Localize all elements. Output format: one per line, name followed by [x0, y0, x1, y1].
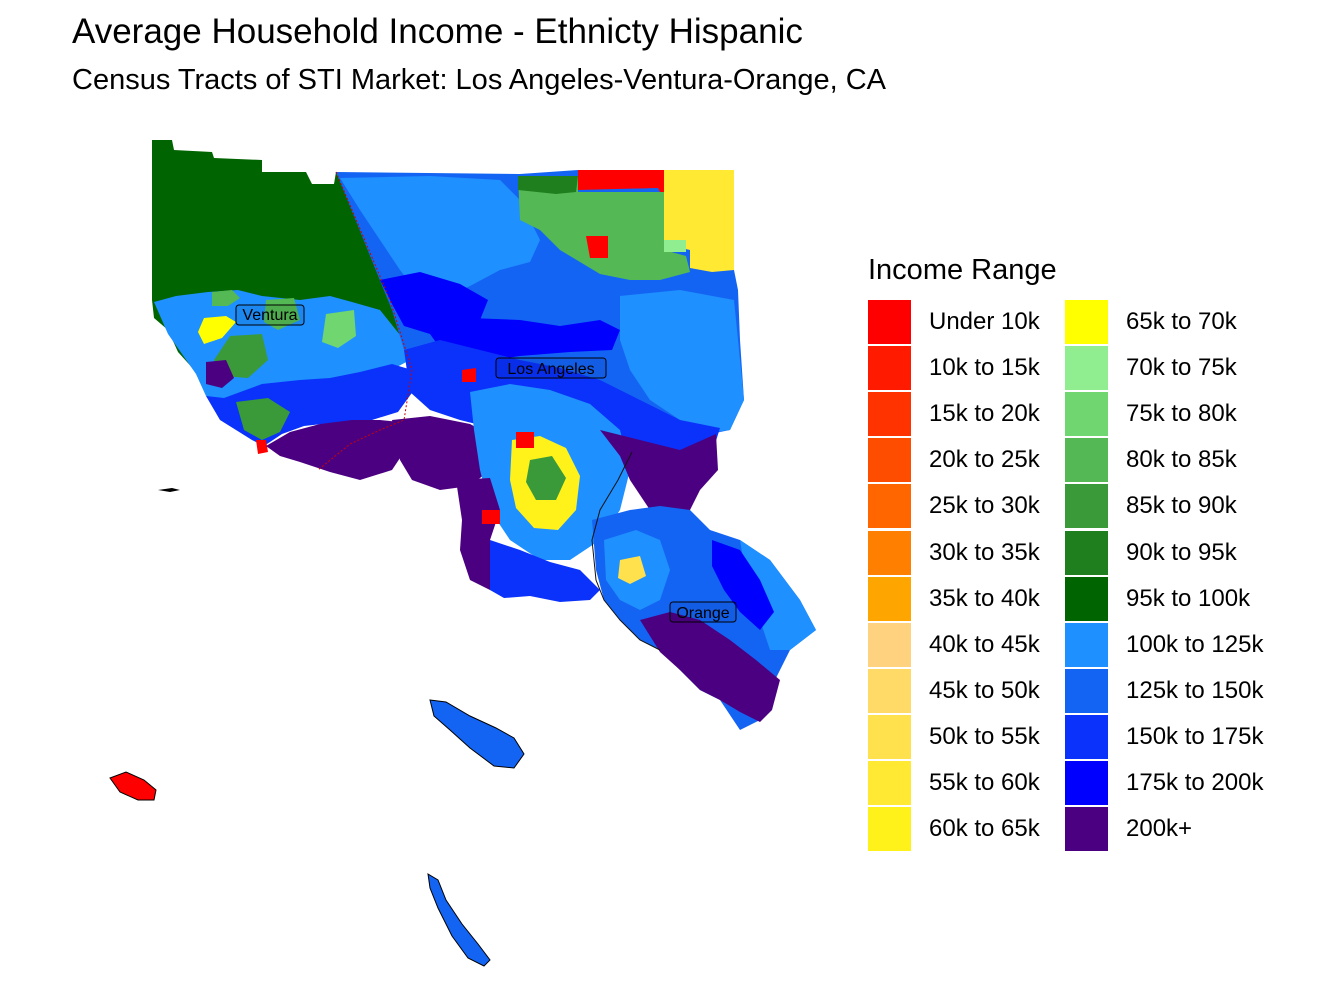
legend-label: 175k to 200k [1126, 769, 1264, 796]
legend-swatch [868, 346, 911, 391]
legend-label: 200k+ [1126, 815, 1193, 843]
legend-swatch [868, 530, 911, 575]
legend-title: Income Range [868, 254, 1057, 286]
county-label-ventura-text: Ventura [242, 307, 297, 324]
legend-label: 15k to 20k [929, 400, 1040, 428]
legend-swatch [1065, 392, 1108, 437]
legend-swatch [1065, 346, 1108, 391]
la-basin-purple [392, 416, 500, 490]
legend: Under 10k 10k to 15k 15k to 20k 20k to 25k 2… [868, 300, 1338, 852]
legend-label: 55k to 60k [929, 769, 1040, 796]
ventura-south-purple [266, 420, 412, 480]
ventura-red-coast [256, 440, 268, 454]
la-south-bay [490, 540, 600, 602]
county-label-los-angeles-text: Los Angeles [507, 361, 594, 378]
legend-swatch [1065, 807, 1108, 852]
legend-swatch [868, 392, 911, 437]
legend-swatch [1065, 438, 1108, 483]
choropleth-map: Ventura Los Angeles Orange [109, 140, 816, 967]
legend-swatch [1065, 484, 1108, 529]
legend-label: 50k to 55k [929, 722, 1040, 750]
legend-swatch [868, 622, 911, 667]
la-red-tract-north [586, 236, 608, 258]
la-red-tract-hollywood [462, 368, 476, 382]
ventura-coast-green [236, 398, 290, 440]
legend-label: 150k to 175k [1126, 722, 1264, 750]
legend-swatch [868, 484, 911, 529]
legend-swatch [868, 714, 911, 759]
legend-label: 95k to 100k [1126, 584, 1251, 612]
map-title: Average Household Income - Ethnicty Hisp… [72, 12, 803, 51]
legend-label: 35k to 40k [929, 584, 1040, 612]
ventura-county [152, 140, 414, 480]
ventura-purple-tract [206, 360, 234, 388]
san-clemente-island [427, 873, 491, 967]
legend-swatch [868, 668, 911, 713]
la-red-tract-west [482, 510, 500, 524]
legend-label: 65k to 70k [1126, 308, 1237, 335]
legend-swatch [1065, 530, 1108, 575]
legend-label: 75k to 80k [1126, 400, 1237, 428]
legend-swatch [1065, 714, 1108, 759]
los-angeles-county [336, 170, 744, 602]
la-coast-purple [456, 478, 500, 590]
legend-label: 30k to 35k [929, 538, 1040, 566]
santa-barbara-island [109, 771, 157, 801]
county-label-ventura: Ventura [235, 304, 305, 326]
ventura-yellow-tract [198, 316, 236, 344]
la-red-tract-mid [516, 432, 534, 448]
legend-label: 60k to 65k [929, 815, 1040, 843]
orange-yellow-tract [618, 556, 646, 584]
ventura-green-tract-3 [322, 310, 356, 348]
catalina-island [429, 699, 525, 769]
legend-label: 70k to 75k [1126, 354, 1237, 382]
la-blue-band [380, 272, 488, 334]
map-subtitle: Census Tracts of STI Market: Los Angeles… [72, 64, 886, 96]
legend-swatch [1065, 622, 1108, 667]
legend-label: 90k to 95k [1126, 538, 1237, 566]
la-core-green [526, 456, 566, 500]
legend-label: 20k to 25k [929, 446, 1040, 474]
ventura-green-tract [212, 290, 240, 306]
legend-swatch [868, 761, 911, 805]
legend-swatch [1065, 300, 1108, 344]
la-darkgreen-top [518, 176, 578, 194]
la-eastern-hills [600, 430, 718, 520]
small-islet [158, 488, 180, 492]
legend-swatch [868, 576, 911, 621]
orange-county [592, 506, 816, 730]
la-lightblue-east [620, 290, 744, 434]
legend-swatch [868, 807, 911, 852]
legend-swatch [868, 300, 911, 344]
legend-label: 40k to 45k [929, 630, 1040, 658]
county-label-orange-text: Orange [676, 605, 729, 622]
la-lightblue-north [340, 176, 540, 300]
legend-label: 85k to 90k [1126, 492, 1237, 520]
legend-label: Under 10k [929, 308, 1040, 335]
legend-label: 125k to 150k [1126, 676, 1264, 704]
county-label-orange: Orange [669, 601, 737, 623]
orange-south-purple [640, 612, 780, 722]
legend-label: 45k to 50k [929, 676, 1040, 704]
legend-label: 100k to 125k [1126, 630, 1264, 658]
legend-swatch [868, 438, 911, 483]
legend-swatch [1065, 761, 1108, 805]
legend-label: 80k to 85k [1126, 446, 1237, 474]
la-green-northeast [518, 176, 690, 280]
orange-east-lightblue [740, 540, 816, 650]
la-orange-boundary [591, 451, 661, 651]
orange-blue-hills [712, 540, 774, 630]
ventura-green-tract-4 [264, 298, 300, 330]
county-label-los-angeles: Los Angeles [495, 357, 607, 379]
legend-label: 25k to 30k [929, 492, 1040, 520]
legend-swatch [1065, 576, 1108, 621]
legend-label: 10k to 15k [929, 354, 1040, 382]
legend-swatch [1065, 668, 1108, 713]
la-lightgreen-tract [664, 240, 686, 252]
